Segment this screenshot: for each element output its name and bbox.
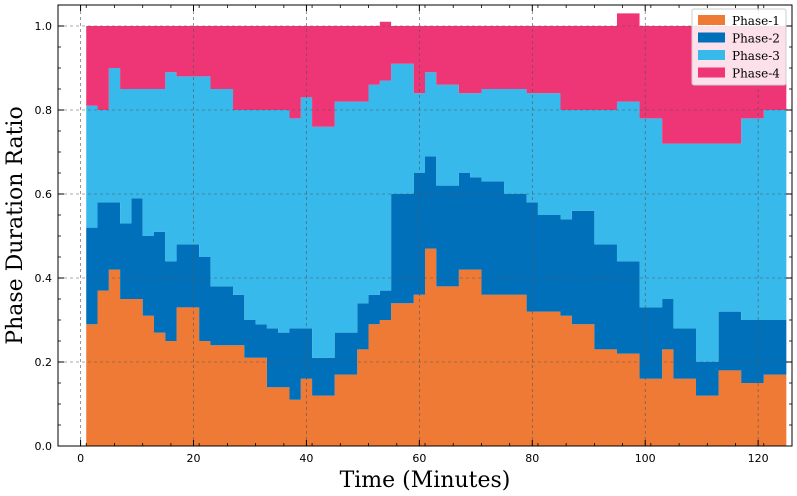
area-phase-1 [86, 248, 787, 446]
legend: Phase-1 Phase-2 Phase-3 Phase-4 [691, 8, 787, 86]
stacked-step-areas [86, 13, 787, 446]
legend-swatch [698, 50, 725, 60]
axis-ticks: 0 20 40 60 80 100 120 0.0 0.2 0.4 0.6 0.8 1.0 [35, 5, 793, 465]
x-axis-title: Time (Minutes) [340, 468, 511, 493]
x-tick-label: 120 [748, 452, 769, 465]
legend-label: Phase-2 [732, 32, 780, 46]
legend-label: Phase-1 [732, 14, 780, 28]
area-phase-3 [86, 63, 787, 363]
y-tick-label: 0.6 [35, 188, 53, 201]
x-tick-label: 0 [77, 452, 84, 465]
legend-label: Phase-3 [732, 49, 780, 63]
x-tick-label: 80 [525, 452, 539, 465]
legend-swatch [698, 32, 725, 43]
y-tick-label: 0.4 [35, 272, 53, 285]
x-tick-label: 100 [635, 452, 656, 465]
x-tick-label: 60 [412, 452, 426, 465]
x-tick-label: 20 [187, 452, 201, 465]
legend-swatch [698, 15, 725, 25]
x-tick-label: 40 [299, 452, 313, 465]
y-tick-label: 0.8 [35, 104, 53, 117]
y-tick-label: 1.0 [35, 20, 53, 33]
y-tick-label: 0.0 [35, 440, 53, 453]
legend-box [691, 8, 787, 86]
legend-label: Phase-4 [732, 67, 780, 81]
y-axis-title: Phase Duration Ratio [3, 106, 28, 344]
y-tick-label: 0.2 [35, 356, 53, 369]
legend-swatch [698, 67, 725, 78]
area-phase-4 [86, 13, 787, 144]
